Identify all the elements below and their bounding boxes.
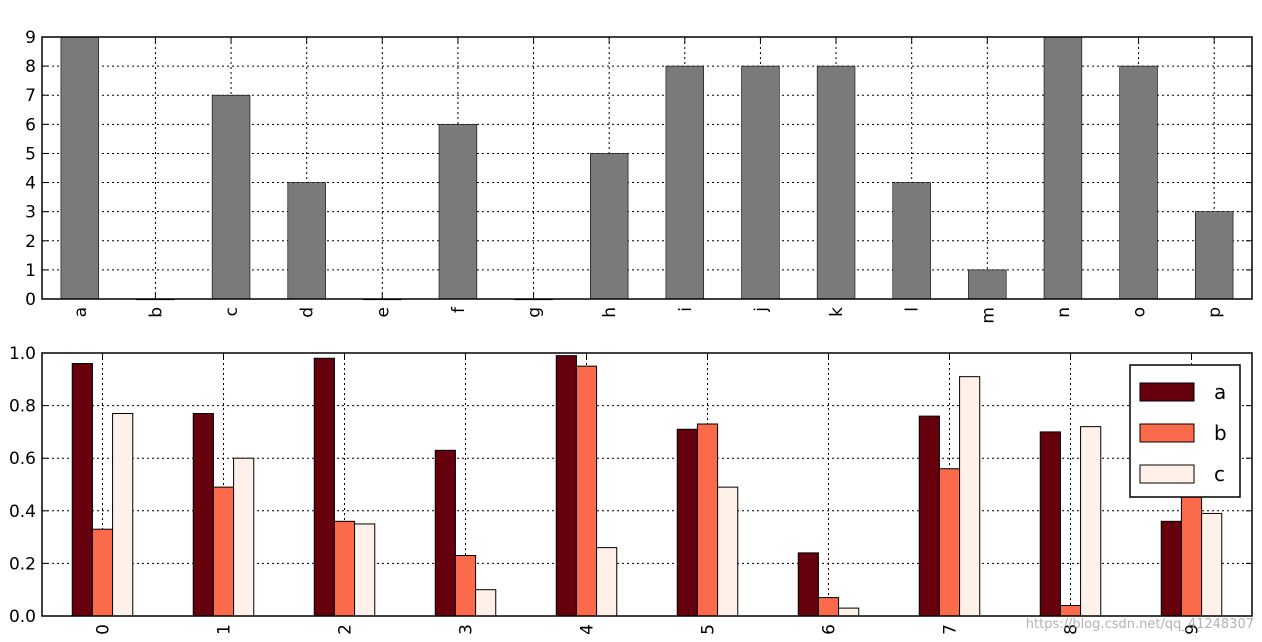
bar-c-1 [233, 457, 255, 617]
watermark-text: https://blog.csdn.net/qq_41248307 [1025, 617, 1254, 632]
x-tick-label: b [146, 307, 166, 318]
bar-a-5 [676, 428, 698, 617]
y-tick-label: 1.0 [9, 344, 36, 364]
bar-m [968, 269, 1007, 300]
bar-b-3 [454, 555, 477, 617]
y-tick-label: 9 [25, 28, 36, 48]
legend-swatch-c [1139, 464, 1195, 484]
bar-a-8 [1039, 431, 1061, 617]
bar-c-4 [596, 547, 618, 617]
bar-a-7 [918, 415, 940, 617]
legend: abc [1129, 364, 1241, 498]
bar-d [287, 182, 326, 300]
x-tick-label: p [1205, 307, 1225, 318]
plot-frame [41, 352, 1253, 617]
x-tick-label: g [525, 307, 545, 318]
bar-b-0 [91, 528, 114, 617]
y-tick-label: 0.8 [9, 397, 36, 417]
bar-k [816, 65, 856, 300]
y-tick-label: 5 [25, 144, 36, 164]
x-tick-label: 9 [1183, 624, 1203, 635]
bar-b-4 [575, 365, 598, 617]
bar-a-1 [192, 412, 214, 617]
x-tick-label: 1 [215, 624, 235, 635]
y-tick-label: 0.4 [9, 502, 36, 522]
bar-a-0 [71, 363, 93, 617]
x-tick-label: f [449, 306, 469, 313]
bar-b-8 [1059, 604, 1082, 617]
bar-i [665, 65, 705, 300]
legend-label-a: a [1214, 380, 1226, 404]
bar-p [1194, 211, 1234, 300]
plot-frame [41, 36, 1253, 300]
bar-c-3 [475, 589, 497, 617]
bar-l [892, 182, 931, 300]
bar-a [60, 36, 100, 300]
x-tick-label: e [373, 307, 393, 317]
x-tick-label: j [751, 307, 771, 313]
legend-label-b: b [1214, 421, 1227, 445]
x-tick-label: c [222, 307, 242, 316]
y-tick-label: 7 [25, 86, 36, 106]
y-tick-label: 2 [25, 232, 36, 252]
x-tick-label: a [71, 307, 91, 317]
x-tick-label: n [1054, 307, 1074, 318]
x-tick-label: 5 [699, 624, 719, 635]
x-tick-label: i [676, 307, 696, 312]
y-tick-label: 0.2 [9, 554, 36, 574]
bar-a-4 [555, 355, 577, 617]
bar-b-1 [212, 486, 235, 617]
x-tick-label: 2 [336, 624, 356, 635]
bar-f [438, 124, 478, 300]
legend-swatch-a [1139, 382, 1195, 402]
y-tick-label: 3 [25, 203, 36, 223]
bar-b-6 [817, 597, 840, 617]
x-tick-label: 3 [457, 624, 477, 635]
bar-c-9 [1201, 512, 1223, 617]
x-tick-label: 7 [941, 624, 961, 635]
y-tick-label: 8 [25, 57, 36, 77]
x-tick-label: 8 [1062, 624, 1082, 635]
x-tick-label: h [600, 307, 620, 318]
bar-b-7 [938, 468, 961, 617]
y-tick-label: 4 [25, 174, 36, 194]
bar-b-5 [696, 423, 719, 617]
x-tick-label: 6 [820, 624, 840, 635]
bar-a-2 [313, 357, 335, 617]
y-tick-label: 6 [25, 115, 36, 135]
bar-n [1043, 36, 1083, 300]
bar-h [589, 153, 629, 300]
bar-c-6 [838, 607, 860, 617]
bar-c-7 [959, 376, 981, 617]
bottom-grouped-bar-chart: 0.0 0.2 0.4 0.6 0.8 1.0 0 1 2 3 4 5 6 7 8 9 abc [9, 344, 1253, 635]
bar-c-0 [112, 412, 134, 617]
y-tick-label: 0 [25, 290, 36, 310]
bar-o [1119, 65, 1158, 300]
y-tick-label: 0.0 [9, 607, 36, 627]
legend-label-c: c [1214, 462, 1225, 486]
legend-swatch-b [1139, 423, 1195, 443]
bar-b-2 [333, 520, 356, 617]
x-tick-label: 0 [94, 624, 114, 635]
bar-a-3 [434, 449, 456, 617]
bar-a-6 [797, 552, 819, 617]
x-tick-label: 4 [578, 624, 598, 635]
bar-c-2 [354, 523, 376, 617]
x-tick-label: l [903, 307, 923, 312]
x-tick-label: d [298, 307, 318, 318]
y-tick-label: 1 [25, 261, 36, 281]
bar-a-9 [1160, 520, 1182, 617]
bar-c-5 [717, 486, 739, 617]
x-tick-label: k [827, 307, 847, 317]
y-tick-label: 0.6 [9, 449, 36, 469]
bar-b-9 [1180, 484, 1203, 617]
bar-c-8 [1080, 426, 1102, 617]
top-bar-chart: 0 1 2 3 4 5 6 7 8 9 a b c d e f g h i j k l m n o p [25, 28, 1253, 324]
x-tick-label: m [978, 307, 998, 324]
bar-c [211, 94, 251, 300]
x-tick-label: o [1130, 307, 1150, 317]
bar-j [741, 65, 780, 300]
